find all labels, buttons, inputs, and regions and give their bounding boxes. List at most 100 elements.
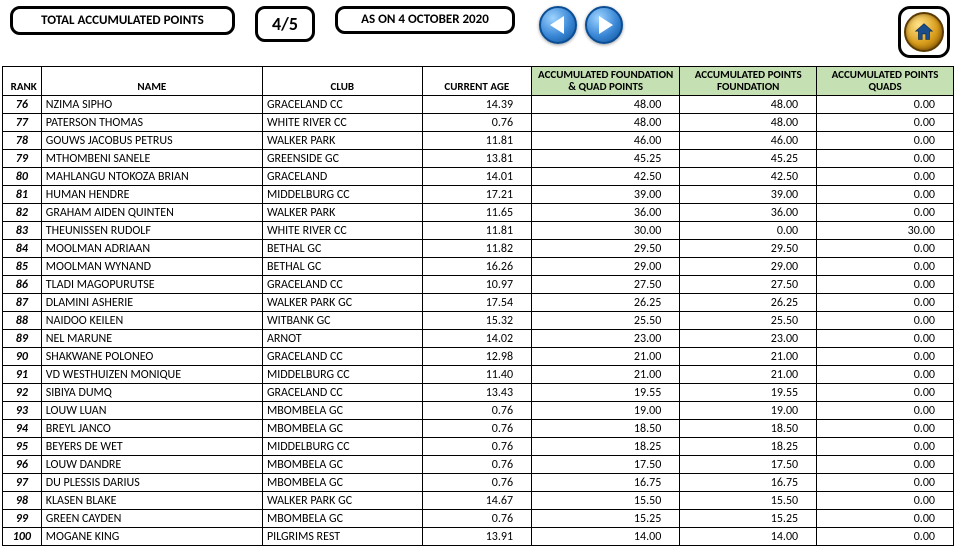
cell-name: NAIDOO KEILEN <box>41 312 262 330</box>
cell-club: WALKER PARK <box>262 132 422 150</box>
cell-rank: 93 <box>3 402 42 420</box>
cell-accq: 0.00 <box>817 438 954 456</box>
cell-name: VD WESTHUIZEN MONIQUE <box>41 366 262 384</box>
cell-age: 0.76 <box>422 420 531 438</box>
cell-age: 14.02 <box>422 330 531 348</box>
cell-name: PATERSON THOMAS <box>41 114 262 132</box>
cell-rank: 95 <box>3 438 42 456</box>
cell-acc: 25.50 <box>532 312 680 330</box>
cell-club: ARNOT <box>262 330 422 348</box>
arrow-right-icon <box>599 16 613 34</box>
cell-rank: 80 <box>3 168 42 186</box>
cell-age: 0.76 <box>422 438 531 456</box>
cell-acc: 16.75 <box>532 474 680 492</box>
table-row: 84MOOLMAN ADRIAANBETHAL GC11.8229.5029.5… <box>3 240 954 258</box>
cell-accf: 48.00 <box>680 114 817 132</box>
cell-name: DU PLESSIS DARIUS <box>41 474 262 492</box>
cell-acc: 48.00 <box>532 96 680 114</box>
cell-accf: 15.25 <box>680 510 817 528</box>
cell-age: 17.54 <box>422 294 531 312</box>
cell-accq: 0.00 <box>817 366 954 384</box>
arrow-left-icon <box>550 16 564 34</box>
cell-accf: 19.55 <box>680 384 817 402</box>
cell-accq: 0.00 <box>817 474 954 492</box>
cell-accf: 36.00 <box>680 204 817 222</box>
home-button[interactable] <box>904 12 944 52</box>
table-row: 97DU PLESSIS DARIUSMBOMBELA GC0.7616.751… <box>3 474 954 492</box>
cell-club: GREENSIDE GC <box>262 150 422 168</box>
cell-accq: 0.00 <box>817 528 954 546</box>
cell-club: WHITE RIVER CC <box>262 222 422 240</box>
col-acc-combined: ACCUMULATED FOUNDATION & QUAD POINTS <box>532 67 680 96</box>
cell-club: WITBANK GC <box>262 312 422 330</box>
cell-acc: 23.00 <box>532 330 680 348</box>
cell-club: GRACELAND <box>262 168 422 186</box>
cell-club: WALKER PARK GC <box>262 294 422 312</box>
cell-accq: 0.00 <box>817 150 954 168</box>
cell-accf: 42.50 <box>680 168 817 186</box>
cell-club: MIDDELBURG CC <box>262 186 422 204</box>
table-row: 99GREEN CAYDENMBOMBELA GC0.7615.2515.250… <box>3 510 954 528</box>
table-row: 98KLASEN BLAKEWALKER PARK GC14.6715.5015… <box>3 492 954 510</box>
cell-rank: 91 <box>3 366 42 384</box>
prev-button[interactable] <box>539 6 577 44</box>
cell-accq: 0.00 <box>817 402 954 420</box>
cell-club: WHITE RIVER CC <box>262 114 422 132</box>
cell-acc: 14.00 <box>532 528 680 546</box>
title-box: TOTAL ACCUMULATED POINTS <box>10 6 235 35</box>
cell-age: 12.98 <box>422 348 531 366</box>
cell-accq: 0.00 <box>817 258 954 276</box>
cell-acc: 19.00 <box>532 402 680 420</box>
cell-club: GRACELAND CC <box>262 348 422 366</box>
cell-rank: 79 <box>3 150 42 168</box>
cell-age: 13.91 <box>422 528 531 546</box>
cell-acc: 42.50 <box>532 168 680 186</box>
cell-accq: 0.00 <box>817 312 954 330</box>
cell-accf: 45.25 <box>680 150 817 168</box>
cell-accq: 0.00 <box>817 132 954 150</box>
header-bar: TOTAL ACCUMULATED POINTS 4/5 AS ON 4 OCT… <box>0 0 960 60</box>
cell-age: 0.76 <box>422 114 531 132</box>
cell-age: 10.97 <box>422 276 531 294</box>
cell-age: 11.65 <box>422 204 531 222</box>
table-row: 82GRAHAM AIDEN QUINTENWALKER PARK11.6536… <box>3 204 954 222</box>
cell-accf: 26.25 <box>680 294 817 312</box>
cell-club: WALKER PARK <box>262 204 422 222</box>
table-row: 91VD WESTHUIZEN MONIQUEMIDDELBURG CC11.4… <box>3 366 954 384</box>
next-button[interactable] <box>585 6 623 44</box>
cell-club: MBOMBELA GC <box>262 402 422 420</box>
cell-accf: 18.25 <box>680 438 817 456</box>
table-row: 77PATERSON THOMASWHITE RIVER CC0.7648.00… <box>3 114 954 132</box>
cell-name: MOOLMAN WYNAND <box>41 258 262 276</box>
col-club: CLUB <box>262 67 422 96</box>
cell-accq: 0.00 <box>817 492 954 510</box>
cell-age: 14.39 <box>422 96 531 114</box>
table-row: 81HUMAN HENDREMIDDELBURG CC17.2139.0039.… <box>3 186 954 204</box>
cell-name: GREEN CAYDEN <box>41 510 262 528</box>
cell-rank: 85 <box>3 258 42 276</box>
cell-rank: 99 <box>3 510 42 528</box>
cell-acc: 29.00 <box>532 258 680 276</box>
cell-accf: 27.50 <box>680 276 817 294</box>
cell-acc: 15.25 <box>532 510 680 528</box>
cell-name: SIBIYA DUMQ <box>41 384 262 402</box>
cell-accf: 39.00 <box>680 186 817 204</box>
cell-rank: 77 <box>3 114 42 132</box>
cell-rank: 96 <box>3 456 42 474</box>
cell-rank: 78 <box>3 132 42 150</box>
cell-club: GRACELAND CC <box>262 276 422 294</box>
cell-name: NZIMA SIPHO <box>41 96 262 114</box>
cell-acc: 30.00 <box>532 222 680 240</box>
cell-rank: 94 <box>3 420 42 438</box>
cell-accf: 18.50 <box>680 420 817 438</box>
cell-acc: 48.00 <box>532 114 680 132</box>
cell-club: MIDDELBURG CC <box>262 438 422 456</box>
table-row: 80MAHLANGU NTOKOZA BRIANGRACELAND14.0142… <box>3 168 954 186</box>
cell-acc: 15.50 <box>532 492 680 510</box>
cell-age: 14.67 <box>422 492 531 510</box>
cell-accq: 0.00 <box>817 348 954 366</box>
cell-acc: 46.00 <box>532 132 680 150</box>
points-table: RANK NAME CLUB CURRENT AGE ACCUMULATED F… <box>2 66 954 546</box>
table-row: 92SIBIYA DUMQGRACELAND CC13.4319.5519.55… <box>3 384 954 402</box>
cell-rank: 98 <box>3 492 42 510</box>
